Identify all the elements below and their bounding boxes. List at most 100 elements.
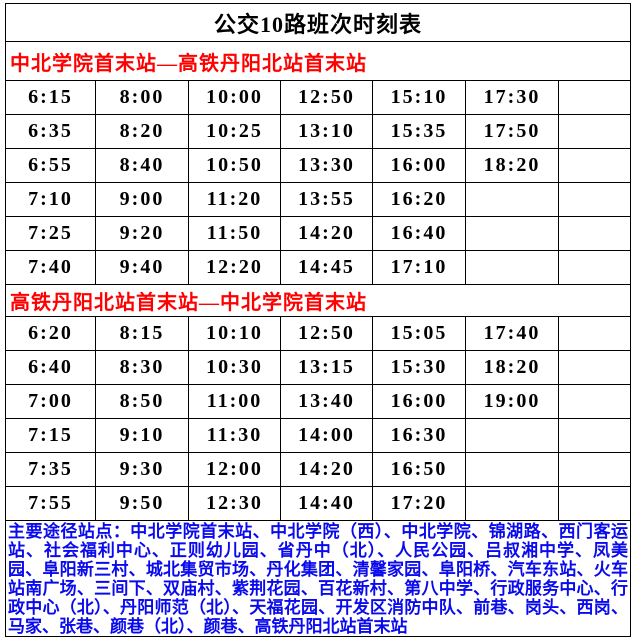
table-row: 6:35 8:20 10:25 13:10 15:35 17:50	[5, 114, 631, 149]
timetable-table: 公交10路班次时刻表 中北学院首末站—高铁丹阳北站首末站 6:15 8:00 1…	[5, 3, 631, 637]
time-cell: 8:50	[95, 384, 189, 419]
time-cell: 7:35	[5, 452, 96, 487]
time-cell: 14:40	[280, 486, 373, 521]
time-cell: 11:00	[188, 384, 281, 419]
time-cell: 9:30	[95, 452, 189, 487]
page-title: 公交10路班次时刻表	[5, 3, 631, 42]
empty-cell	[465, 216, 559, 251]
time-cell: 9:20	[95, 216, 189, 251]
table-row: 7:35 9:30 12:00 14:20 16:50	[5, 452, 631, 487]
empty-cell	[465, 418, 559, 453]
empty-cell	[558, 216, 631, 251]
time-cell: 16:00	[372, 384, 466, 419]
empty-cell	[558, 350, 631, 385]
time-cell: 11:50	[188, 216, 281, 251]
time-cell: 14:00	[280, 418, 373, 453]
time-cell: 10:30	[188, 350, 281, 385]
empty-cell	[558, 182, 631, 217]
time-cell: 18:20	[465, 350, 559, 385]
time-cell: 8:40	[95, 148, 189, 183]
section-2-header: 高铁丹阳北站首末站—中北学院首末站	[5, 284, 631, 317]
time-cell: 19:00	[465, 384, 559, 419]
time-cell: 9:10	[95, 418, 189, 453]
time-cell: 16:30	[372, 418, 466, 453]
table-row: 6:55 8:40 10:50 13:30 16:00 18:20	[5, 148, 631, 183]
time-cell: 10:50	[188, 148, 281, 183]
empty-cell	[558, 452, 631, 487]
time-cell: 11:30	[188, 418, 281, 453]
time-cell: 7:40	[5, 250, 96, 285]
time-cell: 12:50	[280, 80, 373, 115]
time-cell: 15:10	[372, 80, 466, 115]
time-cell: 15:30	[372, 350, 466, 385]
time-cell: 7:25	[5, 216, 96, 251]
time-cell: 10:25	[188, 114, 281, 149]
time-cell: 16:00	[372, 148, 466, 183]
time-cell: 8:15	[95, 316, 189, 351]
main-stops-note: 主要途径站点：中北学院首末站、中北学院（西）、中北学院、锦湖路、西门客运站、社会…	[5, 520, 631, 637]
title-row: 公交10路班次时刻表	[5, 3, 631, 42]
time-cell: 17:20	[372, 486, 466, 521]
time-cell: 9:50	[95, 486, 189, 521]
table-row: 7:00 8:50 11:00 13:40 16:00 19:00	[5, 384, 631, 419]
time-cell: 10:00	[188, 80, 281, 115]
time-cell: 15:05	[372, 316, 466, 351]
empty-cell	[558, 80, 631, 115]
time-cell: 17:40	[465, 316, 559, 351]
empty-cell	[558, 316, 631, 351]
table-row: 7:55 9:50 12:30 14:40 17:20	[5, 486, 631, 521]
time-cell: 13:40	[280, 384, 373, 419]
empty-cell	[465, 250, 559, 285]
empty-cell	[465, 182, 559, 217]
table-row: 6:40 8:30 10:30 13:15 15:30 18:20	[5, 350, 631, 385]
time-cell: 8:30	[95, 350, 189, 385]
empty-cell	[558, 148, 631, 183]
section-1-header: 中北学院首末站—高铁丹阳北站首末站	[5, 41, 631, 81]
footer-row: 主要途径站点：中北学院首末站、中北学院（西）、中北学院、锦湖路、西门客运站、社会…	[5, 520, 631, 637]
time-cell: 10:10	[188, 316, 281, 351]
empty-cell	[558, 418, 631, 453]
section-2-header-row: 高铁丹阳北站首末站—中北学院首末站	[5, 284, 631, 317]
table-row: 7:10 9:00 11:20 13:55 16:20	[5, 182, 631, 217]
time-cell: 6:20	[5, 316, 96, 351]
time-cell: 12:30	[188, 486, 281, 521]
time-cell: 7:15	[5, 418, 96, 453]
time-cell: 8:20	[95, 114, 189, 149]
section-1-header-row: 中北学院首末站—高铁丹阳北站首末站	[5, 41, 631, 81]
table-row: 6:20 8:15 10:10 12:50 15:05 17:40	[5, 316, 631, 351]
time-cell: 12:20	[188, 250, 281, 285]
time-cell: 6:15	[5, 80, 96, 115]
time-cell: 6:40	[5, 350, 96, 385]
time-cell: 17:10	[372, 250, 466, 285]
time-cell: 18:20	[465, 148, 559, 183]
time-cell: 7:10	[5, 182, 96, 217]
time-cell: 6:35	[5, 114, 96, 149]
empty-cell	[558, 384, 631, 419]
table-row: 7:25 9:20 11:50 14:20 16:40	[5, 216, 631, 251]
time-cell: 13:15	[280, 350, 373, 385]
time-cell: 7:00	[5, 384, 96, 419]
time-cell: 17:30	[465, 80, 559, 115]
time-cell: 17:50	[465, 114, 559, 149]
time-cell: 13:55	[280, 182, 373, 217]
time-cell: 16:40	[372, 216, 466, 251]
time-cell: 12:00	[188, 452, 281, 487]
time-cell: 15:35	[372, 114, 466, 149]
empty-cell	[558, 250, 631, 285]
time-cell: 16:20	[372, 182, 466, 217]
time-cell: 14:20	[280, 216, 373, 251]
time-cell: 11:20	[188, 182, 281, 217]
time-cell: 7:55	[5, 486, 96, 521]
time-cell: 9:40	[95, 250, 189, 285]
table-row: 6:15 8:00 10:00 12:50 15:10 17:30	[5, 80, 631, 115]
time-cell: 8:00	[95, 80, 189, 115]
empty-cell	[558, 114, 631, 149]
empty-cell	[465, 452, 559, 487]
time-cell: 14:20	[280, 452, 373, 487]
time-cell: 6:55	[5, 148, 96, 183]
time-cell: 13:10	[280, 114, 373, 149]
time-cell: 14:45	[280, 250, 373, 285]
time-cell: 13:30	[280, 148, 373, 183]
time-cell: 16:50	[372, 452, 466, 487]
